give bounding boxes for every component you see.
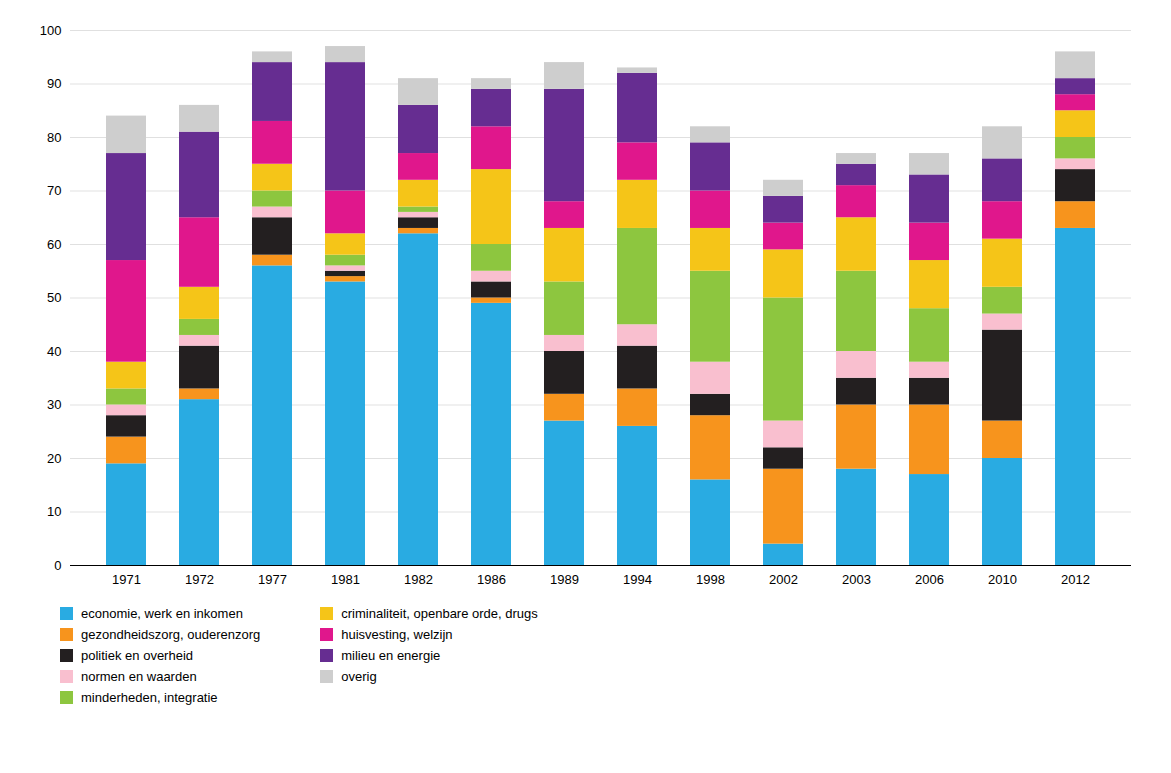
svg-text:30: 30: [47, 397, 61, 412]
svg-text:1972: 1972: [185, 572, 214, 587]
svg-text:80: 80: [47, 130, 61, 145]
svg-text:50: 50: [47, 290, 61, 305]
svg-text:60: 60: [47, 237, 61, 252]
svg-text:1977: 1977: [258, 572, 287, 587]
html-text:politiek en overheid: politiek en overheid: [81, 648, 193, 663]
svg-text:1998: 1998: [696, 572, 725, 587]
svg-text:10: 10: [47, 504, 61, 519]
html-text:normen en waarden: normen en waarden: [81, 669, 197, 684]
svg-text:1981: 1981: [331, 572, 360, 587]
svg-text:2002: 2002: [769, 572, 798, 587]
html-text:huisvesting, welzijn: huisvesting, welzijn: [341, 627, 453, 642]
svg-text:40: 40: [47, 344, 61, 359]
svg-text:1989: 1989: [550, 572, 579, 587]
svg-text:2010: 2010: [988, 572, 1017, 587]
svg-text:90: 90: [47, 76, 61, 91]
svg-text:1971: 1971: [112, 572, 141, 587]
svg-text:70: 70: [47, 183, 61, 198]
svg-text:1994: 1994: [623, 572, 652, 587]
svg-text:20: 20: [47, 451, 61, 466]
html-text:overig: overig: [341, 669, 377, 684]
html-text:gezondheidszorg, ouderenzorg: gezondheidszorg, ouderenzorg: [81, 627, 261, 642]
html-text:milieu en energie: milieu en energie: [341, 648, 441, 663]
html-text:minderheden, integratie: minderheden, integratie: [81, 690, 218, 705]
svg-text:0: 0: [54, 558, 61, 573]
svg-text:2003: 2003: [842, 572, 871, 587]
html-text:criminaliteit, openbare orde,: criminaliteit, openbare orde, drugs: [341, 606, 538, 621]
svg-text:1982: 1982: [404, 572, 433, 587]
svg-text:2006: 2006: [915, 572, 944, 587]
svg-text:2012: 2012: [1061, 572, 1090, 587]
svg-text:1986: 1986: [477, 572, 506, 587]
svg-text:100: 100: [40, 23, 62, 38]
html-text:economie, werk en inkomen: economie, werk en inkomen: [81, 606, 243, 621]
